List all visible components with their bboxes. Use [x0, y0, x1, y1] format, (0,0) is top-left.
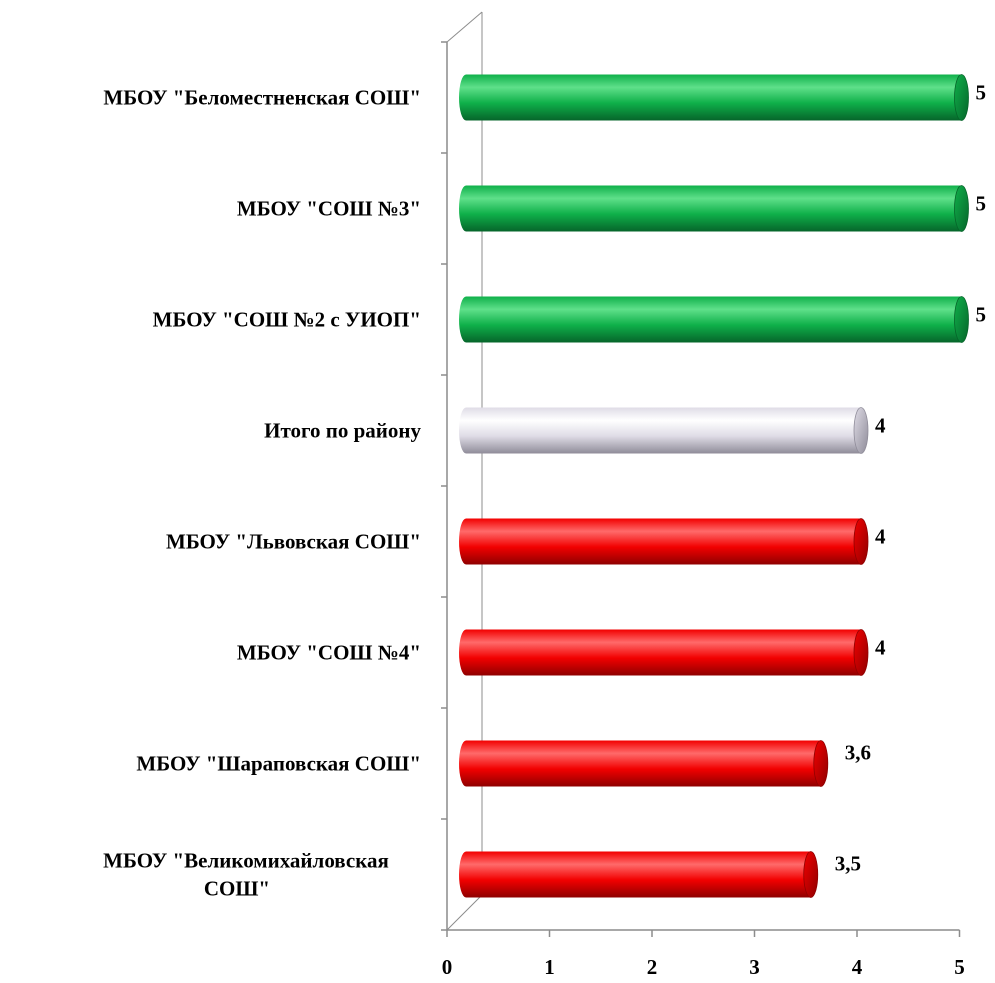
x-tick-label: 4 [852, 955, 863, 979]
x-axis: 0 1 2 3 4 5 [442, 929, 965, 979]
x-tick-label: 3 [749, 955, 760, 979]
category-label: МБОУ "Беломестненская СОШ" [103, 86, 421, 110]
bar [459, 185, 969, 232]
bar-end-cap [954, 296, 969, 343]
category-label: Итого по району [264, 419, 421, 443]
wall-top-edge [446, 11, 483, 43]
bar-body [459, 740, 821, 787]
bar [459, 296, 969, 343]
bar-end-cap [813, 740, 829, 787]
value-label: 3,5 [835, 852, 861, 876]
bar-body [459, 296, 962, 343]
bar-body [459, 851, 811, 898]
value-label: 4 [875, 414, 886, 438]
bar-end-cap [853, 518, 869, 565]
category-label: МБОУ "Шараповская СОШ" [136, 752, 421, 776]
bar-body [459, 74, 962, 121]
value-label: 3,6 [845, 741, 871, 765]
bar [459, 518, 869, 565]
value-label: 4 [875, 636, 886, 660]
bar-end-cap [954, 185, 969, 232]
bar [459, 851, 819, 898]
bar-series [459, 74, 969, 898]
bar-body [459, 629, 861, 676]
x-tick-label: 0 [442, 955, 453, 979]
x-tick-label: 5 [954, 955, 965, 979]
bar-end-cap [853, 629, 869, 676]
value-label: 5 [976, 81, 987, 105]
x-tick-label: 2 [647, 955, 658, 979]
bar [459, 407, 869, 454]
bar [459, 740, 829, 787]
bar [459, 74, 969, 121]
x-tick-label: 1 [544, 955, 555, 979]
category-labels: МБОУ "Беломестненская СОШ" МБОУ "СОШ №3" М… [103, 86, 421, 901]
value-label: 5 [976, 303, 987, 327]
chart-walls [441, 11, 483, 931]
bar-body [459, 407, 861, 454]
value-label: 4 [875, 525, 886, 549]
value-label: 5 [976, 192, 987, 216]
bar [459, 629, 869, 676]
bar-body [459, 518, 861, 565]
bar-body [459, 185, 962, 232]
category-label: МБОУ "СОШ №3" [237, 197, 421, 221]
floor-edge [446, 894, 483, 931]
bar-end-cap [853, 407, 869, 454]
value-labels: 5 5 5 4 4 4 3,6 3,5 [835, 81, 986, 876]
bar-end-cap [803, 851, 819, 898]
category-label: МБОУ "СОШ №2 с УИОП" [153, 308, 421, 332]
category-label: МБОУ "Львовская СОШ" [166, 530, 421, 554]
category-label: МБОУ "СОШ №4" [237, 641, 421, 665]
bar-end-cap [954, 74, 969, 121]
category-label: МБОУ "Великомихайловская СОШ" [103, 849, 389, 901]
